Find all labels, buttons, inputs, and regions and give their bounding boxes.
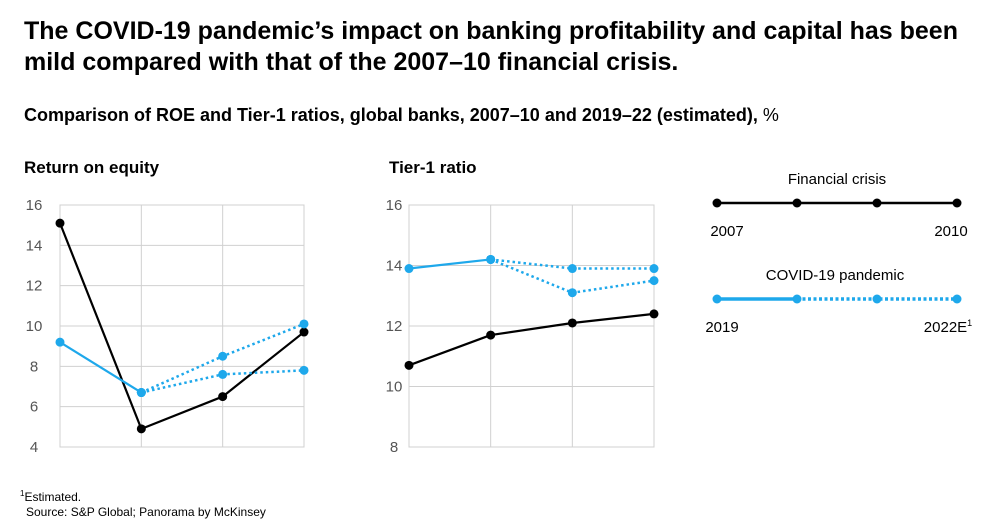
legend-crisis-title: Financial crisis <box>788 171 886 188</box>
legend-covid-end-text: 2022E <box>924 319 967 336</box>
legend-covid-end: 2022E1 <box>924 318 972 336</box>
headline: The COVID-19 pandemic’s impact on bankin… <box>24 17 958 76</box>
roe-chart-title: Return on equity <box>24 158 160 177</box>
roe-point <box>55 218 65 228</box>
tier1-point <box>649 276 659 286</box>
legend-covid-marker <box>712 294 722 304</box>
tier1-point <box>486 254 496 264</box>
roe-ytick-label: 4 <box>30 439 38 456</box>
footnote-sup: 1 <box>20 489 25 498</box>
roe-point <box>218 392 228 402</box>
legend-crisis-marker <box>792 198 802 208</box>
footnote-source: Source: S&P Global; Panorama by McKinsey <box>26 505 266 519</box>
legend-crisis-marker <box>872 198 882 208</box>
footnote: 1Estimated. Source: S&P Global; Panorama… <box>20 486 266 520</box>
tier1-series-line-0 <box>408 312 655 367</box>
legend-covid-marker <box>952 294 962 304</box>
subtitle: Comparison of ROE and Tier-1 ratios, glo… <box>24 103 779 127</box>
roe-point <box>218 369 228 379</box>
roe-point <box>299 365 309 375</box>
roe-series-line-1 <box>59 341 142 394</box>
roe-ytick-label: 14 <box>26 237 43 254</box>
tier1-point <box>567 264 577 274</box>
subtitle-main: Comparison of ROE and Tier-1 ratios, glo… <box>24 105 758 125</box>
roe-ytick-label: 8 <box>30 358 38 375</box>
roe-ytick-label: 10 <box>26 318 43 335</box>
tier1-point <box>567 288 577 298</box>
tier1-point <box>649 264 659 274</box>
roe-point <box>136 424 146 434</box>
tier1-point <box>649 309 659 319</box>
roe-ytick-label: 16 <box>26 197 43 214</box>
tier1-ytick-label: 8 <box>390 439 398 456</box>
roe-point <box>55 337 65 347</box>
legend-crisis-end: 2010 <box>934 223 967 240</box>
tier1-ytick-label: 14 <box>386 258 403 275</box>
tier1-ytick-label: 10 <box>386 379 403 396</box>
roe-point <box>136 388 146 398</box>
legend-crisis-start: 2007 <box>710 223 743 240</box>
tier1-point <box>404 360 414 370</box>
tier1-chart: 16 14 12 10 8 <box>386 197 659 456</box>
subtitle-unit: % <box>757 105 779 125</box>
legend-covid-marker <box>792 294 802 304</box>
footnote-text: Estimated. <box>24 490 82 504</box>
roe-ytick-label: 6 <box>30 399 38 416</box>
roe-point <box>299 319 309 329</box>
footnote-estimated: 1Estimated. <box>20 486 266 505</box>
tier1-series-line-1 <box>408 258 491 270</box>
legend-covid-title: COVID-19 pandemic <box>766 267 905 284</box>
roe-point <box>299 327 309 337</box>
roe-series-line-0 <box>58 222 305 430</box>
roe-ytick-label: 12 <box>26 278 43 295</box>
tier1-ytick-label: 12 <box>386 318 403 335</box>
legend-crisis-marker <box>712 198 722 208</box>
tier1-point <box>486 330 496 340</box>
roe-chart: 16 14 12 10 8 6 4 <box>26 197 309 456</box>
legend-covid-start: 2019 <box>705 319 738 336</box>
tier1-point <box>567 318 577 328</box>
legend-covid-marker <box>872 294 882 304</box>
legend-covid-end-sup: 1 <box>967 318 972 328</box>
roe-point <box>218 351 228 361</box>
tier1-point <box>404 264 414 274</box>
legend: Financial crisis 2007 2010 COVID-19 pand… <box>705 171 972 336</box>
tier1-chart-title: Tier-1 ratio <box>389 158 477 177</box>
legend-crisis-marker <box>952 198 962 208</box>
tier1-ytick-label: 16 <box>386 197 403 214</box>
